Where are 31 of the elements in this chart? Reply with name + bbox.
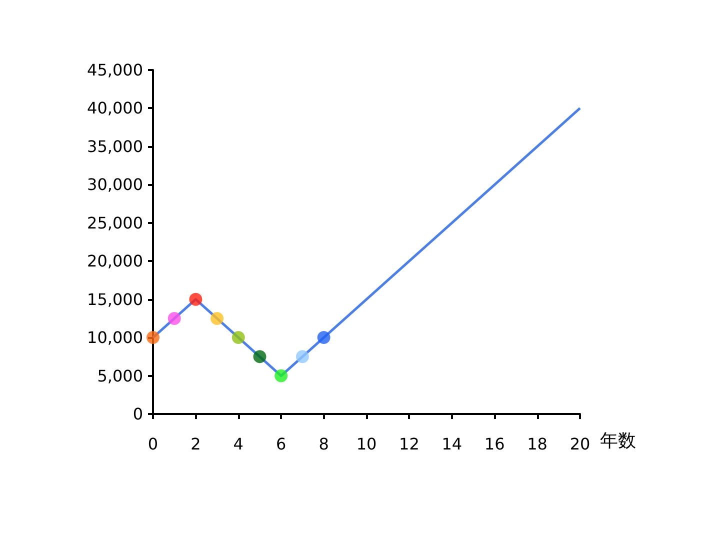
point [296,350,309,364]
point [274,369,288,382]
x-tick-label: 16 [484,434,505,454]
x-tick-label: 2 [190,434,201,454]
x-tick-label: 20 [570,434,590,454]
y-tick-label: 45,000 [87,60,143,80]
point [146,331,160,344]
x-tick-label: 12 [399,434,420,454]
point [317,331,330,344]
y-tick-label: 25,000 [87,213,143,232]
point [253,350,266,364]
x-tick-label: 8 [318,434,329,454]
point [168,312,181,325]
y-tick-label: 10,000 [87,328,143,348]
y-tick-label: 40,000 [87,98,143,118]
x-tick-label: 18 [527,434,548,454]
y-tick-label: 5,000 [97,366,143,386]
y-tick-label: 20,000 [87,252,143,271]
x-tick-label: 14 [442,434,462,454]
y-tick-label: 30,000 [87,175,143,194]
point [210,312,224,325]
y-tick-label: 0 [132,404,143,424]
x-tick-label: 10 [356,434,377,454]
y-tick-label: 35,000 [87,136,143,156]
point [232,331,245,344]
x-tick-label: 4 [233,434,244,454]
point [189,292,202,306]
x-axis-title: 年数 [600,430,636,452]
x-tick-label: 6 [276,434,286,454]
x-tick-label: 0 [148,434,158,454]
y-tick-label: 15,000 [87,290,143,309]
